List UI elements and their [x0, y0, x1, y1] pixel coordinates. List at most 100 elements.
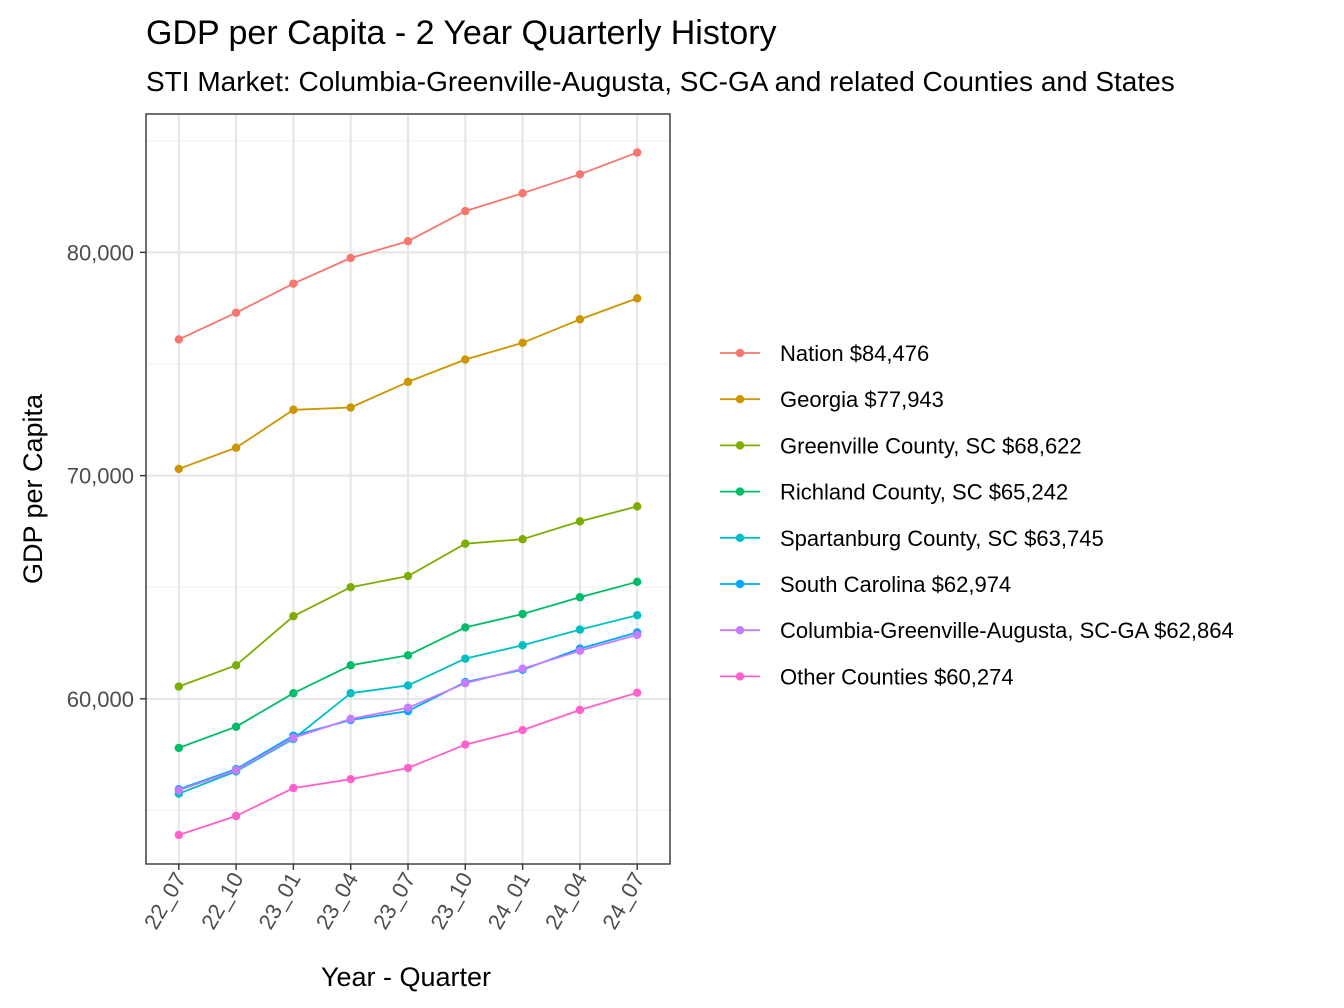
data-point	[403, 651, 413, 660]
data-point	[575, 170, 585, 179]
x-axis: 22_07 22_10 23_01 23_04 23_07 23_10 24_01 24_04…	[139, 864, 650, 933]
x-tick-label: 23_01	[253, 868, 305, 933]
legend-key-point	[735, 579, 745, 589]
data-point	[289, 279, 298, 288]
data-point	[174, 743, 183, 753]
y-tick-label: 60,000	[67, 687, 134, 712]
data-point	[289, 689, 298, 698]
data-point	[403, 377, 413, 387]
legend-key-point	[735, 395, 745, 404]
data-point	[633, 502, 642, 511]
data-point	[461, 654, 470, 663]
data-point	[403, 237, 413, 246]
data-point	[518, 338, 527, 347]
data-point	[174, 335, 183, 344]
data-point	[575, 646, 585, 656]
legend-key-point	[735, 487, 745, 496]
data-point	[289, 405, 298, 414]
series-group	[174, 148, 642, 344]
data-point	[174, 830, 183, 840]
data-point	[633, 611, 642, 620]
x-tick-label: 22_07	[139, 868, 191, 933]
data-point	[575, 315, 585, 324]
data-point	[346, 403, 355, 412]
data-point	[633, 148, 642, 157]
data-point	[289, 612, 298, 621]
series-group	[174, 294, 642, 474]
data-point	[575, 517, 585, 526]
data-point	[174, 682, 183, 691]
x-tick-label: 24_01	[483, 868, 535, 933]
data-point	[346, 253, 355, 263]
y-tick-label: 70,000	[67, 464, 134, 489]
series-group	[174, 630, 642, 795]
data-point	[289, 783, 298, 793]
data-point	[461, 623, 470, 632]
data-point	[346, 774, 355, 784]
data-point	[461, 539, 470, 548]
data-point	[518, 664, 527, 673]
grid-major	[146, 114, 670, 864]
x-axis-title: Year - Quarter	[321, 962, 491, 992]
legend-label: Spartanburg County, SC $63,745	[780, 526, 1104, 551]
data-point	[346, 714, 355, 724]
data-point	[518, 725, 527, 735]
data-point	[575, 593, 585, 602]
data-point	[633, 577, 642, 587]
data-point	[461, 740, 470, 749]
legend-key-point	[735, 672, 745, 681]
data-point	[518, 641, 527, 650]
data-point	[231, 766, 241, 775]
y-tick-label: 80,000	[67, 240, 134, 265]
chart-subtitle: STI Market: Columbia-Greenville-Augusta,…	[146, 66, 1175, 97]
x-tick-label: 23_07	[368, 868, 420, 933]
data-point	[461, 678, 470, 688]
plot-panel-border	[145, 113, 671, 865]
legend: Nation $84,476 Georgia $77,943 Greenville …	[720, 341, 1234, 689]
legend-label: Georgia $77,943	[780, 387, 944, 412]
legend-item: Greenville County, SC $68,622	[720, 433, 1082, 458]
data-point	[231, 661, 241, 670]
legend-item: Columbia-Greenville-Augusta, SC-GA $62,8…	[720, 618, 1234, 643]
data-point	[633, 294, 642, 303]
legend-key-point	[735, 441, 745, 450]
data-point	[289, 733, 298, 743]
legend-label: Greenville County, SC $68,622	[780, 433, 1082, 458]
legend-label: Nation $84,476	[780, 341, 929, 366]
legend-key-point	[735, 626, 745, 635]
data-point	[231, 443, 241, 452]
data-point	[403, 703, 413, 712]
x-tick-label: 23_10	[425, 868, 477, 933]
data-point	[231, 811, 241, 821]
data-point	[461, 206, 470, 216]
data-point	[346, 661, 355, 670]
data-point	[633, 688, 642, 697]
x-tick-label: 24_07	[597, 868, 649, 933]
x-tick-label: 23_04	[311, 868, 363, 933]
legend-item: Other Counties $60,274	[720, 664, 1014, 689]
data-point	[403, 571, 413, 581]
legend-item: South Carolina $62,974	[720, 572, 1011, 597]
series-group	[174, 688, 642, 840]
legend-label: Richland County, SC $65,242	[780, 480, 1068, 505]
legend-item: Richland County, SC $65,242	[720, 480, 1068, 505]
data-point	[346, 689, 355, 698]
data-point	[174, 786, 183, 795]
x-tick-label: 22_10	[196, 868, 248, 933]
legend-item: Georgia $77,943	[720, 387, 944, 412]
series-group	[174, 502, 642, 691]
legend-item: Spartanburg County, SC $63,745	[720, 526, 1104, 551]
legend-label: Columbia-Greenville-Augusta, SC-GA $62,8…	[780, 618, 1234, 643]
data-point	[231, 722, 241, 731]
data-point	[575, 705, 585, 715]
x-tick-label: 24_04	[540, 868, 592, 933]
data-point	[174, 464, 183, 474]
data-point	[633, 630, 642, 640]
data-point	[403, 681, 413, 690]
data-point	[231, 308, 241, 317]
data-point	[518, 609, 527, 619]
legend-key-point	[735, 533, 745, 542]
legend-item: Nation $84,476	[720, 341, 929, 366]
series-layer	[174, 148, 642, 840]
